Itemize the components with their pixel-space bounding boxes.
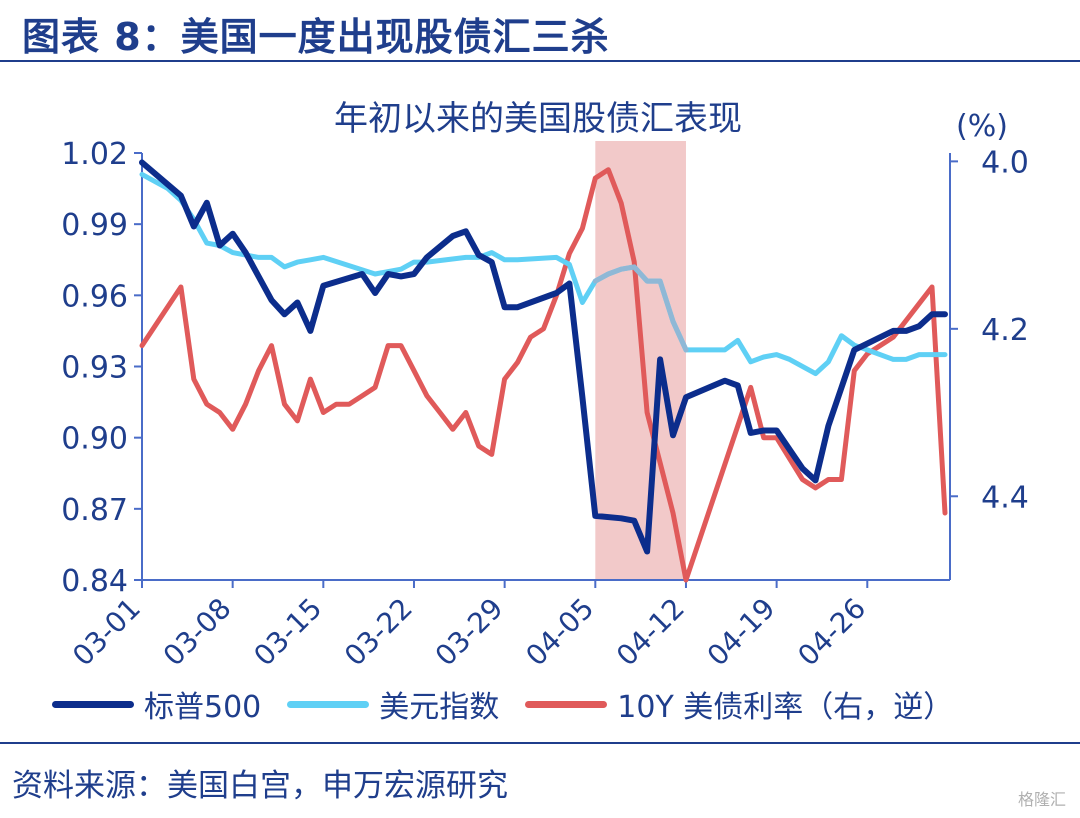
- figure-title: 图表 8：美国一度出现股债汇三杀: [22, 15, 610, 59]
- x-tick-label: 04-19: [701, 592, 782, 673]
- legend-item-ust: 10Y 美债利率（右，逆）: [525, 682, 953, 726]
- x-tick-label: 04-26: [791, 592, 872, 673]
- footer-rule: [0, 742, 1080, 744]
- right-tick-label: 4.0: [981, 145, 1029, 180]
- series-line-dxy: [139, 171, 948, 377]
- legend-item-spx: 标普500: [52, 682, 261, 726]
- right-axis-unit: (%): [956, 109, 1008, 144]
- series-line-ust10y: [139, 167, 948, 583]
- legend-label-spx: 标普500: [144, 690, 262, 725]
- left-tick-label: 0.84: [61, 564, 128, 599]
- chart-legend: 标普500 美元指数 10Y 美债利率（右，逆）: [52, 682, 979, 726]
- x-tick-label: 03-22: [338, 592, 419, 673]
- legend-label-dxy: 美元指数: [379, 690, 500, 725]
- legend-label-ust: 10Y 美债利率（右，逆）: [617, 690, 954, 725]
- right-tick-label: 4.4: [981, 480, 1029, 515]
- series-line-dxy-shaded: [592, 264, 689, 353]
- line-chart: 1.02 0.99 0.96 0.93 0.90 0.87 0.84 4.0 4.2 4.4 03-…: [61, 99, 1029, 673]
- x-tick-label: 04-05: [519, 592, 600, 673]
- legend-swatch-spx: [52, 700, 134, 708]
- left-tick-label: 0.96: [61, 279, 128, 314]
- x-tick-label: 03-15: [247, 592, 328, 673]
- right-tick-label: 4.2: [981, 313, 1029, 348]
- x-tick-label: 03-08: [157, 592, 238, 673]
- series-line-spx: [139, 159, 948, 555]
- x-tick-label: 03-29: [429, 592, 510, 673]
- left-tick-label: 1.02: [61, 137, 128, 172]
- left-tick-label: 0.87: [61, 493, 128, 528]
- source-note: 资料来源：美国白宫，申万宏源研究: [12, 768, 508, 804]
- left-tick-label: 0.93: [61, 351, 128, 386]
- title-rule: [0, 60, 1080, 62]
- x-tick-label: 03-01: [66, 592, 147, 673]
- left-tick-label: 0.90: [61, 422, 128, 457]
- x-tick-label: 04-12: [610, 592, 691, 673]
- legend-item-dxy: 美元指数: [287, 682, 499, 726]
- left-tick-label: 0.99: [61, 208, 128, 243]
- watermark: 格隆汇: [1017, 790, 1066, 809]
- chart-title: 年初以来的美国股债汇表现: [334, 99, 742, 139]
- legend-swatch-ust: [525, 700, 608, 708]
- legend-swatch-dxy: [287, 700, 370, 708]
